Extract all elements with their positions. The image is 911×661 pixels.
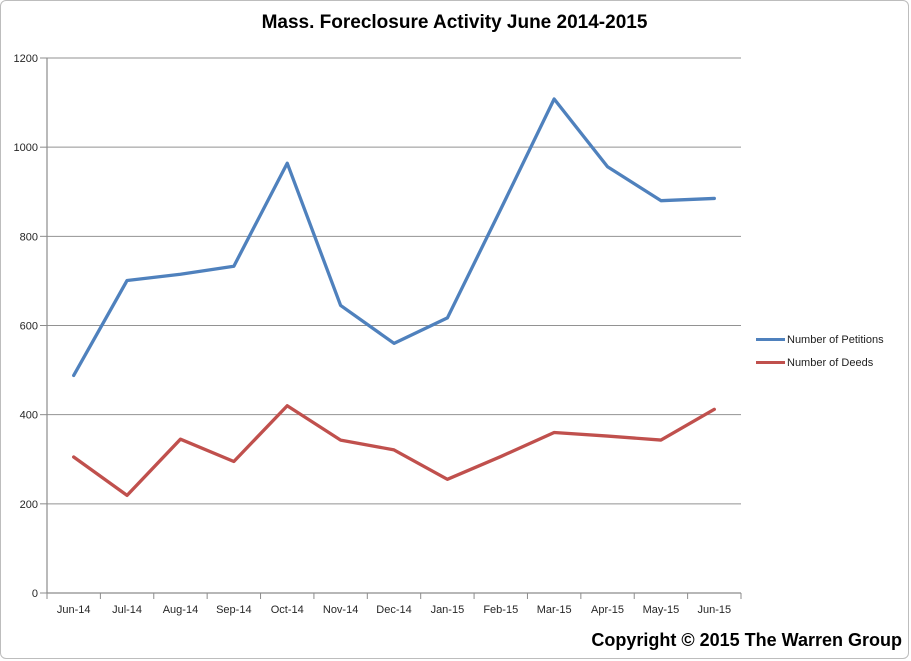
x-tick-label: Apr-15 [591, 604, 624, 616]
series-line-number-of-petitions [72, 97, 716, 378]
y-tick-label: 1200 [14, 53, 38, 65]
x-tick-label: Dec-14 [376, 604, 411, 616]
legend-item-petitions: Number of Petitions [756, 328, 884, 351]
petitions-line-swatch [756, 338, 785, 341]
x-tick-label: Nov-14 [323, 604, 358, 616]
x-tick-label: Oct-14 [271, 604, 304, 616]
y-tick-label: 200 [20, 499, 38, 511]
x-tick-label: May-15 [643, 604, 680, 616]
copyright-text: Copyright © 2015 The Warren Group [591, 630, 902, 650]
x-tick-label: Jun-15 [697, 604, 731, 616]
legend: Number of Petitions Number of Deeds [756, 328, 884, 374]
y-tick-label: 1000 [14, 142, 38, 154]
x-tick-label: Jan-15 [431, 604, 465, 616]
legend-item-deeds-label: Number of Deeds [787, 356, 874, 369]
x-tick-label: Jul-14 [112, 604, 142, 616]
x-tick-label: Sep-14 [216, 604, 251, 616]
y-tick-label: 400 [20, 410, 38, 422]
y-tick-label: 600 [20, 321, 38, 333]
chart-title: Mass. Foreclosure Activity June 2014-201… [261, 12, 648, 33]
x-tick-label: Mar-15 [537, 604, 572, 616]
legend-item-petitions-label: Number of Petitions [787, 333, 884, 346]
y-tick-label: 0 [32, 588, 38, 600]
x-tick-label: Jun-14 [57, 604, 91, 616]
x-tick-label: Aug-14 [163, 604, 198, 616]
legend-item-deeds: Number of Deeds [756, 351, 884, 374]
y-tick-label: 800 [20, 231, 38, 243]
series-line-number-of-deeds [72, 404, 716, 498]
deeds-line-swatch [756, 361, 785, 364]
x-tick-label: Feb-15 [483, 604, 518, 616]
